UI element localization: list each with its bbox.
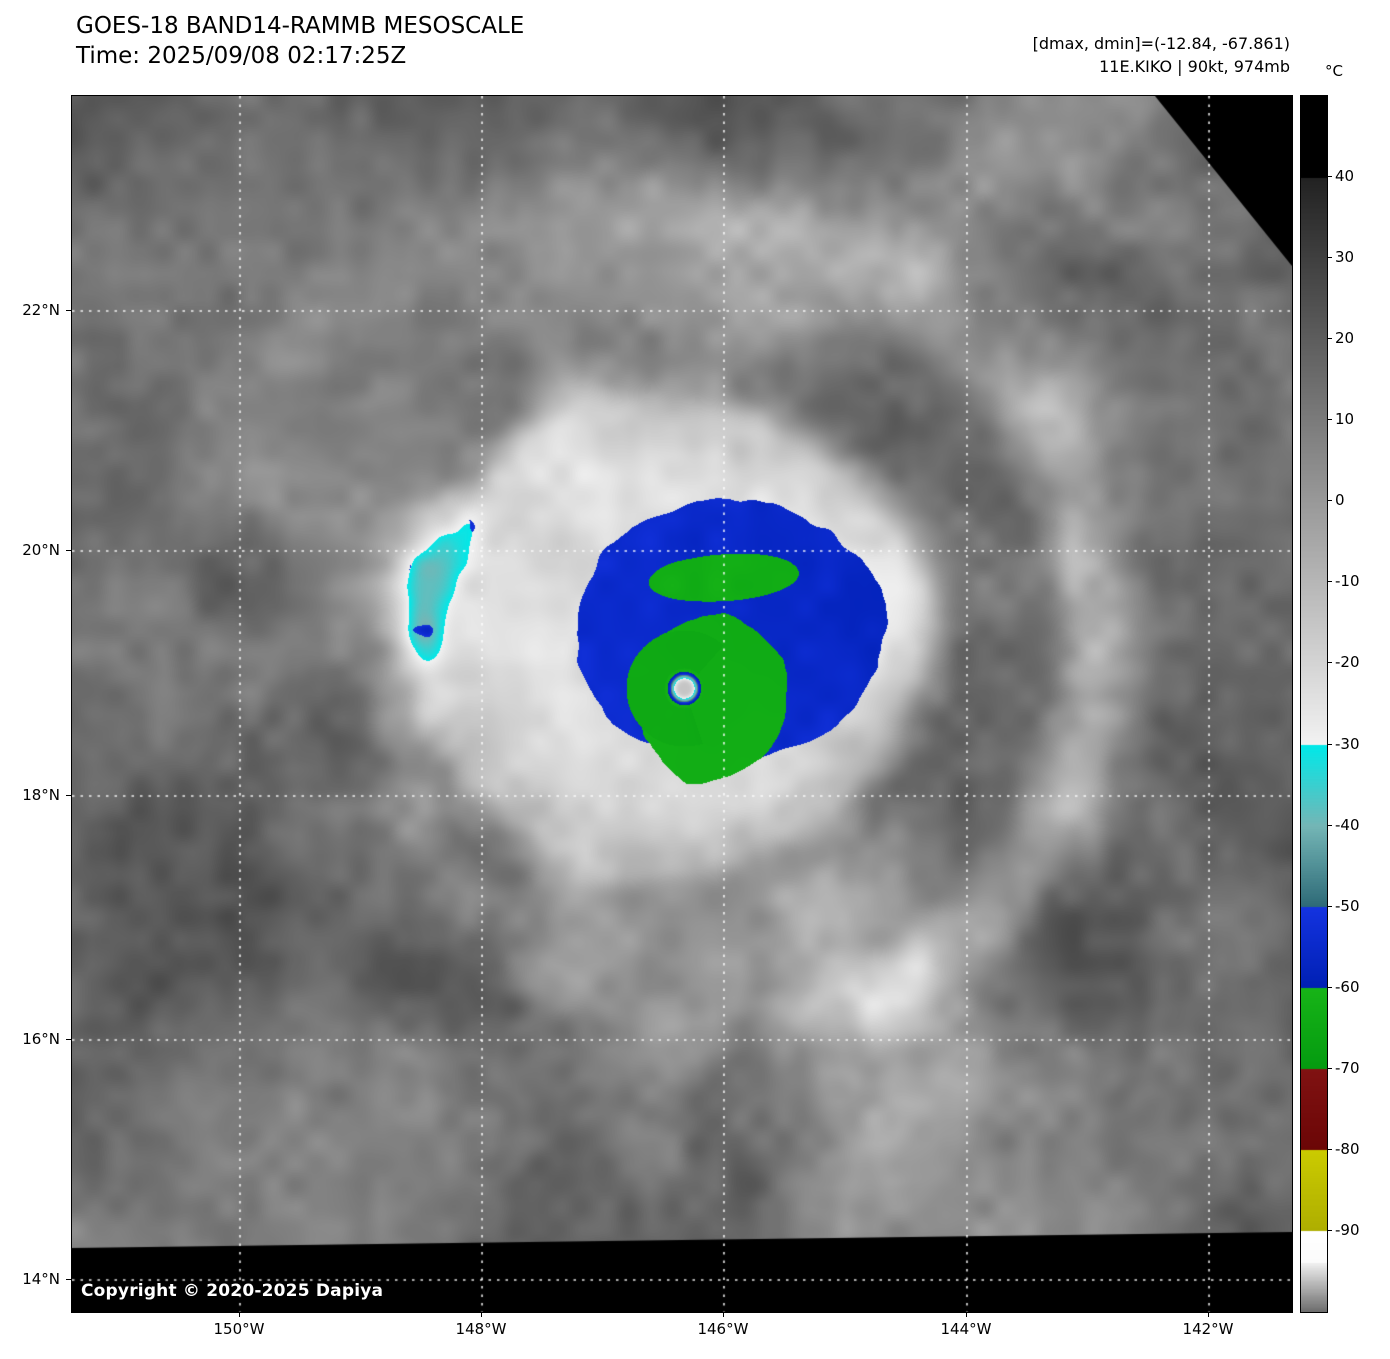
colorbar-tick-label: -10	[1335, 572, 1360, 591]
copyright-watermark: Copyright © 2020-2025 Dapiya	[81, 1281, 384, 1301]
colorbar-tick-label: 40	[1335, 167, 1355, 186]
colorbar-tick-mark	[1328, 662, 1332, 664]
satellite-map: Copyright © 2020-2025 Dapiya	[71, 95, 1293, 1313]
colorbar-tick-mark	[1328, 257, 1332, 259]
colorbar-tick-label: 20	[1335, 329, 1355, 348]
lon-tick-mark	[481, 1313, 483, 1317]
lat-tick-label: 14°N	[22, 1270, 60, 1289]
colorbar-tick-mark	[1328, 743, 1332, 745]
colorbar-tick-mark	[1328, 500, 1332, 502]
title-block: GOES-18 BAND14-RAMMB MESOSCALE Time: 202…	[76, 11, 524, 72]
lon-tick-mark	[238, 1313, 240, 1317]
colorbar-unit-label: °C	[1325, 62, 1343, 80]
colorbar-tick-label: 0	[1335, 491, 1345, 510]
lon-tick-label: 142°W	[1182, 1320, 1234, 1338]
colorbar-tick-label: -60	[1335, 977, 1360, 996]
lat-tick-mark	[66, 795, 71, 797]
colorbar-tick-label: 10	[1335, 410, 1355, 429]
colorbar-tick-label: 30	[1335, 248, 1355, 267]
colorbar-tick-mark	[1328, 338, 1332, 340]
lat-tick-mark	[66, 1038, 71, 1040]
colorbar-tick-label: -80	[1335, 1139, 1360, 1158]
lat-tick-label: 20°N	[22, 541, 60, 560]
lat-tick-label: 16°N	[22, 1029, 60, 1048]
colorbar-tick-label: -30	[1335, 734, 1360, 753]
storm-info-readout: 11E.KIKO | 90kt, 974mb	[1099, 56, 1290, 76]
lon-tick-mark	[722, 1313, 724, 1317]
lat-tick-label: 22°N	[22, 300, 60, 319]
info-block: [dmax, dmin]=(-12.84, -67.861) 11E.KIKO …	[1033, 33, 1290, 78]
colorbar-tick-label: -40	[1335, 815, 1360, 834]
colorbar-tick-mark	[1328, 905, 1332, 907]
colorbar-tick-label: -20	[1335, 653, 1360, 672]
satellite-imagery-canvas	[72, 96, 1292, 1312]
colorbar-tick-mark	[1328, 986, 1332, 988]
lon-tick-label: 150°W	[213, 1320, 265, 1338]
latitude-axis: 22°N 20°N 18°N 16°N 14°N	[0, 95, 71, 1311]
lat-tick-mark	[66, 1279, 71, 1281]
lon-tick-mark	[965, 1313, 967, 1317]
lon-tick-label: 148°W	[455, 1320, 507, 1338]
colorbar-tick-mark	[1328, 419, 1332, 421]
colorbar-tick-mark	[1328, 581, 1332, 583]
colorbar-tick-labels: 40 30 20 10 0 -10 -20 -30 -40 -50 -60 -70 -80 -90	[1328, 95, 1388, 1311]
lon-tick-label: 146°W	[697, 1320, 749, 1338]
colorbar-tick-mark	[1328, 176, 1332, 178]
colorbar-tick-label: -70	[1335, 1058, 1360, 1077]
colorbar-tick-label: -50	[1335, 896, 1360, 915]
colorbar-tick-label: -90	[1335, 1220, 1360, 1239]
colorbar-gradient-canvas	[1301, 96, 1327, 1312]
longitude-axis: 150°W 148°W 146°W 144°W 142°W	[71, 1313, 1291, 1339]
timestamp-label: Time: 2025/09/08 02:17:25Z	[76, 43, 407, 70]
lon-tick-mark	[1208, 1313, 1210, 1317]
page-title: GOES-18 BAND14-RAMMB MESOSCALE	[76, 13, 525, 39]
lat-tick-label: 18°N	[22, 786, 60, 805]
colorbar-tick-mark	[1328, 1148, 1332, 1150]
lat-tick-mark	[66, 550, 71, 552]
colorbar-tick-mark	[1328, 1067, 1332, 1069]
lon-tick-label: 144°W	[940, 1320, 992, 1338]
lat-tick-mark	[66, 309, 71, 311]
colorbar-tick-mark	[1328, 1229, 1332, 1231]
temperature-colorbar	[1300, 95, 1328, 1313]
colorbar-tick-mark	[1328, 824, 1332, 826]
dmax-dmin-readout: [dmax, dmin]=(-12.84, -67.861)	[1032, 34, 1290, 53]
